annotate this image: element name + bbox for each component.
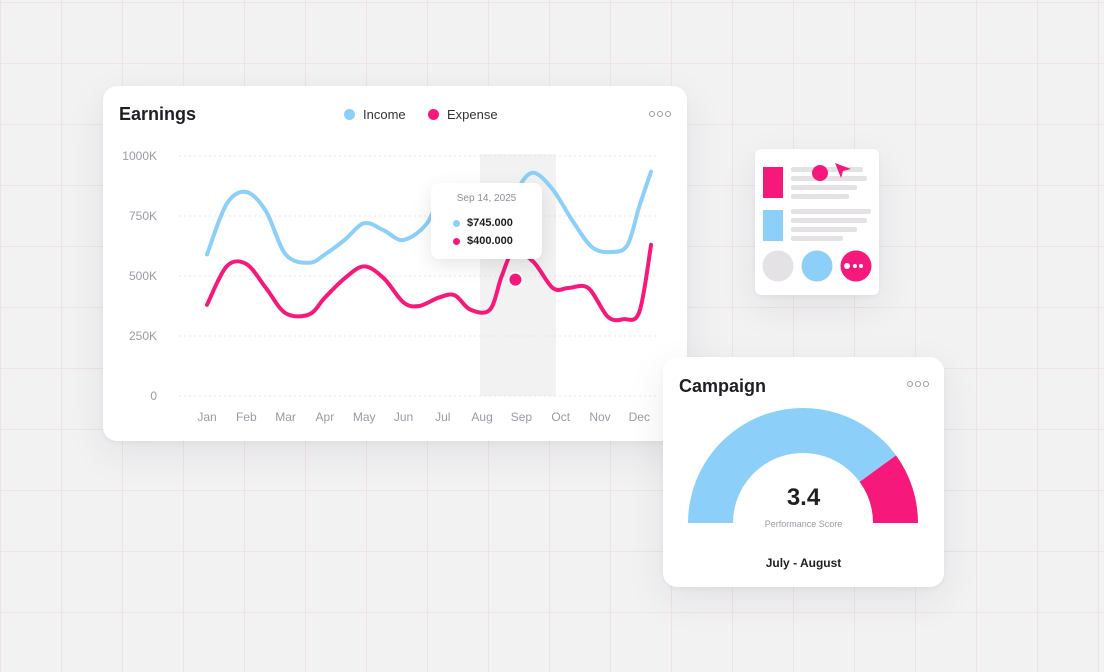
doc-line <box>791 209 871 214</box>
doc-block-pink <box>763 167 783 198</box>
doc-pink-circle <box>812 165 828 181</box>
doc-circle-grey <box>762 250 794 282</box>
tooltip-income-value: $745.000 <box>467 217 513 229</box>
date-range: July - August <box>765 556 842 570</box>
expense-legend-label: Expense <box>447 107 498 122</box>
x-tick-label: Mar <box>275 410 296 424</box>
campaign-card: Campaign 3.4 Performance Score July - Au… <box>663 357 944 587</box>
expense-line <box>205 242 654 323</box>
campaign-title: Campaign <box>679 376 767 396</box>
legend-expense[interactable]: Expense <box>428 107 498 122</box>
expense-legend-dot <box>428 109 439 120</box>
campaign-more-icon[interactable] <box>907 381 929 387</box>
tooltip-expense-dot <box>453 237 460 245</box>
x-tick-label: Jul <box>435 410 450 424</box>
tooltip-date: Sep 14, 2025 <box>456 193 517 204</box>
gauge-progress-segment <box>688 408 897 523</box>
earnings-card: Earnings Income Expense 1000K 750K 500K 250… <box>103 86 687 441</box>
tooltip-expense-row: $400.000 <box>453 235 513 247</box>
y-tick-label: 750K <box>129 209 157 223</box>
income-line <box>205 169 654 265</box>
doc-line <box>791 185 857 190</box>
doc-block-blue <box>763 210 783 241</box>
chart-tooltip: Sep 14, 2025 $745.000 $400.000 <box>431 183 542 259</box>
y-tick-label: 0 <box>150 389 157 403</box>
x-tick-label: Apr <box>316 410 335 424</box>
income-legend-label: Income <box>363 107 406 122</box>
tooltip-expense-value: $400.000 <box>467 235 513 247</box>
income-legend-dot <box>344 109 355 120</box>
tooltip-income-dot <box>453 219 460 227</box>
x-tick-label: Aug <box>471 410 492 424</box>
gauge-remaining-segment <box>859 455 918 523</box>
tooltip-income-row: $745.000 <box>453 217 513 229</box>
x-tick-label: Sep <box>511 410 533 424</box>
doc-circle-blue <box>801 250 833 282</box>
x-tick-label: Oct <box>551 410 570 424</box>
earnings-title: Earnings <box>119 104 197 124</box>
earnings-line-chart: 1000K 750K 500K 250K 0 Jan Feb Mar Apr May Jun Jul A… <box>122 149 659 424</box>
legend-income[interactable]: Income <box>344 107 406 122</box>
doc-line <box>791 218 867 223</box>
x-tick-label: Dec <box>629 410 650 424</box>
document-preview-illustration <box>762 163 872 282</box>
doc-line <box>791 176 867 181</box>
doc-line <box>791 194 849 199</box>
x-tick-label: Nov <box>589 410 610 424</box>
x-tick-label: Feb <box>236 410 257 424</box>
doc-line <box>791 236 843 241</box>
score-value: 3.4 <box>786 484 821 511</box>
x-tick-label: May <box>353 410 376 424</box>
y-tick-label: 500K <box>129 269 157 283</box>
performance-gauge <box>688 408 918 523</box>
cursor-icon <box>835 163 851 178</box>
x-tick-label: Jun <box>394 410 413 424</box>
hover-point <box>507 271 524 288</box>
earnings-more-icon[interactable] <box>649 111 671 117</box>
y-tick-label: 1000K <box>122 149 157 163</box>
document-preview-card[interactable] <box>755 149 879 295</box>
score-label: Performance Score <box>764 519 843 529</box>
doc-line <box>791 227 857 232</box>
x-tick-label: Jan <box>197 410 216 424</box>
y-tick-label: 250K <box>129 329 157 343</box>
